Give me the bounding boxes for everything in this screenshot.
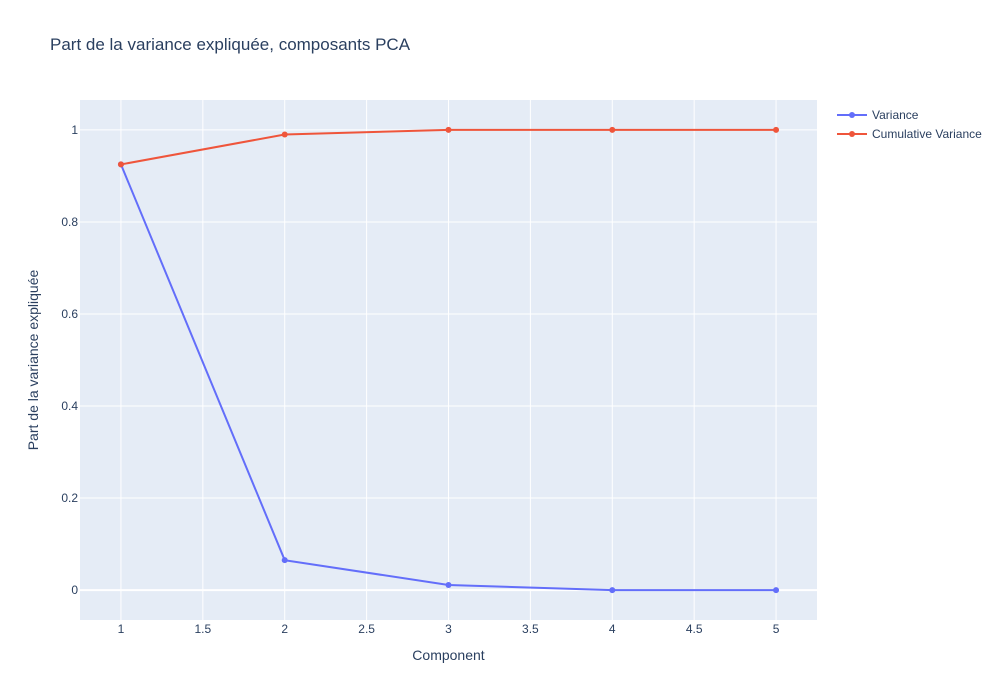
x-tick-labels: 1 1.5 2 2.5 3 3.5 4 4.5 5 bbox=[118, 622, 780, 636]
legend-item-variance[interactable]: Variance bbox=[837, 108, 919, 122]
y-axis-title: Part de la variance expliquée bbox=[25, 270, 41, 451]
x-tick-label: 2.5 bbox=[358, 622, 375, 636]
chart-title: Part de la variance expliquée, composant… bbox=[50, 35, 411, 54]
legend-marker bbox=[849, 112, 855, 118]
legend-label: Cumulative Variance bbox=[872, 127, 982, 141]
data-point bbox=[445, 582, 452, 589]
x-tick-label: 3 bbox=[445, 622, 452, 636]
data-point bbox=[609, 587, 616, 594]
data-point bbox=[445, 126, 452, 133]
data-point bbox=[281, 557, 288, 564]
x-tick-label: 1 bbox=[118, 622, 125, 636]
data-point bbox=[773, 126, 780, 133]
data-point bbox=[609, 126, 616, 133]
legend-marker bbox=[849, 131, 855, 137]
y-tick-labels: 0 0.2 0.4 0.6 0.8 1 bbox=[61, 123, 78, 597]
legend[interactable]: Variance Cumulative Variance bbox=[837, 108, 982, 141]
series-cumulative-variance bbox=[117, 126, 780, 168]
x-tick-label: 4.5 bbox=[686, 622, 703, 636]
x-tick-label: 5 bbox=[773, 622, 780, 636]
y-tick-label: 0 bbox=[71, 583, 78, 597]
x-tick-label: 3.5 bbox=[522, 622, 539, 636]
x-tick-label: 1.5 bbox=[194, 622, 211, 636]
x-tick-label: 4 bbox=[609, 622, 616, 636]
x-tick-label: 2 bbox=[281, 622, 288, 636]
data-point bbox=[281, 131, 288, 138]
y-tick-label: 0.4 bbox=[61, 399, 78, 413]
y-tick-label: 1 bbox=[71, 123, 78, 137]
y-tick-label: 0.2 bbox=[61, 491, 78, 505]
data-point bbox=[117, 161, 124, 168]
y-tick-label: 0.8 bbox=[61, 215, 78, 229]
legend-label: Variance bbox=[872, 108, 919, 122]
series-layer bbox=[117, 126, 780, 594]
data-point bbox=[773, 587, 780, 594]
x-axis-title: Component bbox=[412, 647, 484, 663]
y-tick-label: 0.6 bbox=[61, 307, 78, 321]
legend-item-cumulative-variance[interactable]: Cumulative Variance bbox=[837, 127, 982, 141]
